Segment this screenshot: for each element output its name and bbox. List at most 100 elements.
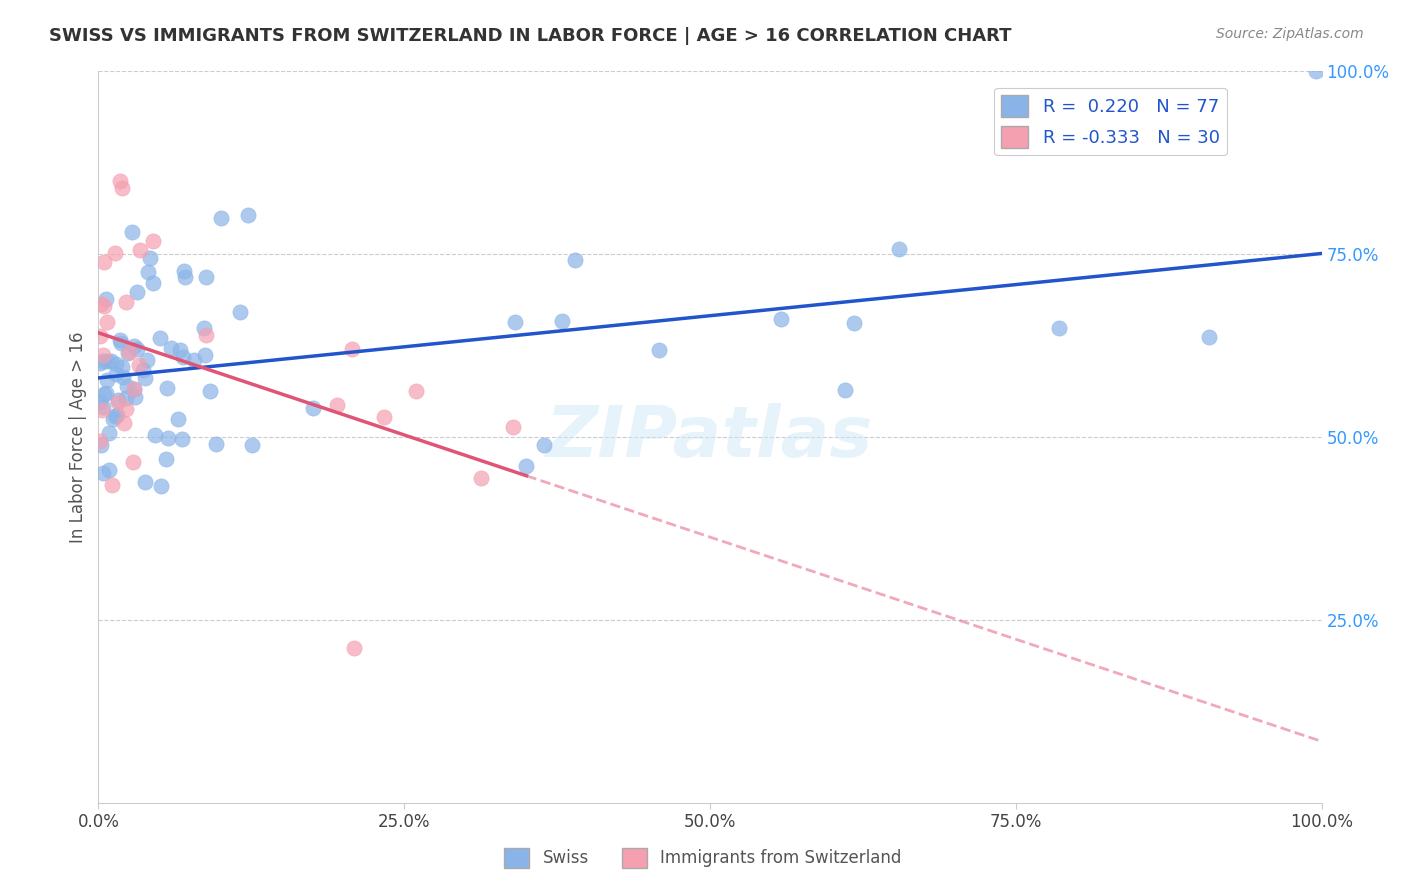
- Point: [132, 362, 155, 376]
- Point: [91, 401, 114, 415]
- Point: [194, 348, 217, 362]
- Text: SWISS VS IMMIGRANTS FROM SWITZERLAND IN LABOR FORCE | AGE > 16 CORRELATION CHART: SWISS VS IMMIGRANTS FROM SWITZERLAND IN …: [49, 27, 1012, 45]
- Legend: Swiss, Immigrants from Switzerland: Swiss, Immigrants from Switzerland: [498, 841, 908, 875]
- Point: [142, 234, 165, 248]
- Point: [91, 403, 114, 417]
- Point: [91, 353, 114, 368]
- Point: [96, 354, 118, 368]
- Point: [470, 471, 492, 485]
- Point: [122, 455, 145, 469]
- Text: Source: ZipAtlas.com: Source: ZipAtlas.com: [1216, 27, 1364, 41]
- Point: [127, 343, 149, 357]
- Point: [101, 478, 124, 492]
- Point: [105, 409, 128, 423]
- Point: [134, 475, 156, 489]
- Y-axis label: In Labor Force | Age > 16: In Labor Force | Age > 16: [69, 331, 87, 543]
- Point: [302, 401, 325, 415]
- Point: [228, 304, 250, 318]
- Text: ZIPatlas: ZIPatlas: [547, 402, 873, 472]
- Point: [136, 265, 159, 279]
- Point: [340, 343, 363, 357]
- Point: [193, 321, 215, 335]
- Point: [240, 438, 263, 452]
- Point: [90, 297, 112, 311]
- Point: [157, 431, 180, 445]
- Point: [115, 391, 138, 405]
- Point: [124, 390, 146, 404]
- Point: [834, 383, 856, 397]
- Point: [110, 335, 132, 350]
- Point: [238, 208, 260, 222]
- Point: [107, 392, 129, 407]
- Point: [533, 438, 555, 452]
- Point: [149, 331, 172, 345]
- Point: [156, 380, 179, 394]
- Point: [100, 353, 122, 368]
- Point: [173, 269, 195, 284]
- Point: [343, 640, 366, 655]
- Point: [122, 382, 145, 396]
- Point: [101, 412, 124, 426]
- Point: [209, 211, 232, 225]
- Point: [172, 432, 194, 446]
- Point: [94, 385, 117, 400]
- Point: [551, 314, 574, 328]
- Point: [647, 343, 669, 358]
- Point: [115, 402, 138, 417]
- Point: [122, 339, 145, 353]
- Point: [93, 386, 115, 401]
- Point: [107, 394, 129, 409]
- Point: [89, 434, 111, 449]
- Point: [118, 344, 141, 359]
- Point: [155, 451, 177, 466]
- Point: [111, 360, 134, 375]
- Point: [111, 181, 134, 195]
- Point: [135, 353, 157, 368]
- Point: [150, 479, 173, 493]
- Point: [172, 351, 194, 365]
- Point: [104, 409, 127, 424]
- Point: [96, 373, 118, 387]
- Point: [173, 264, 195, 278]
- Point: [195, 269, 218, 284]
- Point: [134, 371, 156, 385]
- Point: [889, 243, 911, 257]
- Point: [198, 384, 221, 399]
- Point: [121, 225, 143, 239]
- Point: [503, 315, 526, 329]
- Point: [769, 312, 792, 326]
- Point: [89, 356, 111, 370]
- Point: [122, 382, 145, 396]
- Point: [159, 341, 181, 355]
- Point: [169, 343, 191, 357]
- Point: [112, 416, 135, 430]
- Point: [139, 251, 162, 265]
- Point: [143, 428, 166, 442]
- Point: [98, 426, 121, 441]
- Point: [373, 409, 395, 424]
- Point: [91, 466, 114, 480]
- Point: [93, 347, 115, 361]
- Point: [129, 243, 152, 257]
- Point: [204, 437, 226, 451]
- Point: [326, 399, 349, 413]
- Point: [108, 333, 131, 347]
- Point: [93, 255, 115, 269]
- Point: [115, 378, 138, 392]
- Point: [515, 458, 537, 473]
- Point: [405, 384, 427, 399]
- Point: [167, 412, 190, 426]
- Legend: R =  0.220   N = 77, R = -0.333   N = 30: R = 0.220 N = 77, R = -0.333 N = 30: [994, 87, 1227, 155]
- Point: [104, 246, 127, 260]
- Point: [142, 276, 165, 290]
- Point: [842, 316, 865, 330]
- Point: [114, 294, 136, 309]
- Point: [128, 358, 150, 372]
- Point: [90, 438, 112, 452]
- Point: [564, 252, 586, 267]
- Point: [111, 369, 134, 384]
- Point: [110, 174, 132, 188]
- Point: [125, 285, 148, 299]
- Point: [1305, 64, 1327, 78]
- Point: [104, 367, 127, 381]
